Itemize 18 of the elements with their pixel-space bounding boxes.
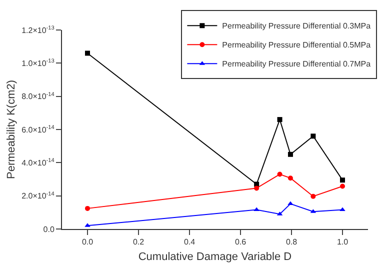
x-tick-label: 0.2 — [132, 238, 145, 247]
legend-label: Permeability Pressure Differential 0.7MPa — [222, 60, 372, 69]
x-axis-title: Cumulative Damage Variable D — [138, 250, 292, 263]
y-tick-label: 1.0×10$^{-13}$ — [22, 58, 54, 68]
x-tick-label: 0.8 — [286, 238, 298, 247]
x-tick-label: 0.0 — [82, 238, 94, 247]
x-tick-label: 0.4 — [184, 238, 196, 247]
y-axis-title: Permeability K(cm2) — [5, 80, 18, 180]
y-tick-label: 0.0 — [43, 224, 55, 234]
y-tick-label: 2.0×10$^{-14}$ — [22, 191, 54, 201]
y-tick-label: 6.0×10$^{-14}$ — [22, 124, 54, 134]
y-tick-label: 8.0×10$^{-14}$ — [22, 92, 54, 102]
x-tick-label: 1.0 — [336, 238, 349, 247]
legend-label: Permeability Pressure Differential 0.3MPa — [222, 22, 372, 31]
x-tick-label: 0.6 — [234, 238, 247, 247]
legend-label: Permeability Pressure Differential 0.5MPa — [222, 40, 372, 50]
y-tick-label: 1.2×10$^{-13}$ — [22, 25, 54, 35]
y-tick-label: 4.0×10$^{-14}$ — [22, 158, 54, 168]
